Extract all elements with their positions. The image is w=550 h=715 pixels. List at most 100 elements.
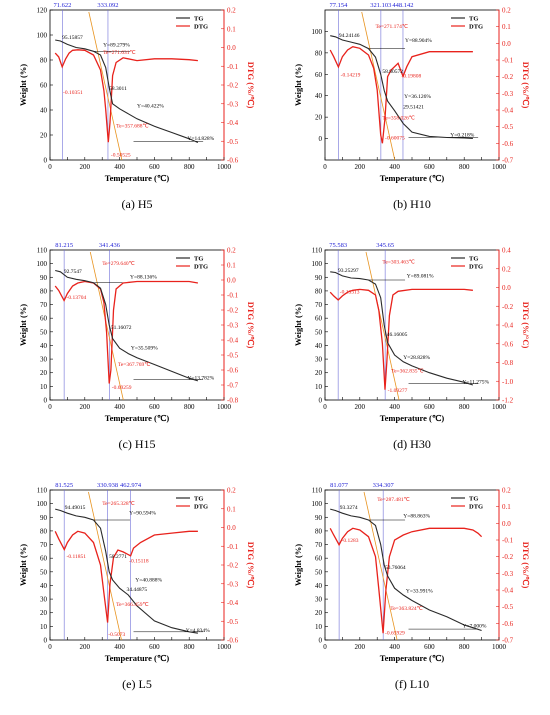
annotation-label: -0.15118 — [129, 558, 149, 564]
y-tick-label: 0 — [319, 135, 323, 143]
annotation-label: 46.16005 — [387, 332, 408, 338]
panel-caption: (d) H30 — [393, 437, 431, 451]
x-tick-label: 200 — [80, 643, 91, 651]
y-axis-title: Weight (%) — [18, 544, 28, 586]
annotation-label: -0.5073 — [108, 632, 125, 638]
legend-tg-label: TG — [469, 256, 478, 263]
y2-tick-label: -0.6 — [502, 140, 514, 148]
panel-l10: 0 200 400 600 800 1000 0 10 20 30 40 50 60 70 80 90 100 1… — [293, 482, 531, 691]
tangent-guide-line — [361, 11, 396, 161]
annotation-label: -0.10351 — [63, 90, 83, 96]
x-axis-title: Temperature (℃) — [105, 653, 170, 663]
y-tick-label: 10 — [40, 383, 48, 391]
y-axis-title: Weight (%) — [293, 304, 303, 346]
panel-caption: (f) L10 — [395, 677, 429, 691]
peak-marker-label: 334.307 — [373, 482, 395, 489]
legend-dtg-label: DTG — [194, 264, 208, 271]
y2-tick-label: 0.1 — [227, 262, 236, 270]
tangent-guide-line — [88, 11, 123, 161]
annotation-label: Te=367.769℃ — [118, 362, 151, 368]
y2-tick-label: 0.2 — [227, 487, 236, 495]
dtg-series-line — [329, 527, 483, 634]
y-tick-label: 100 — [37, 260, 48, 268]
y2-tick-label: -0.7 — [502, 637, 514, 645]
x-tick-label: 800 — [184, 643, 195, 651]
x-tick-label: 0 — [48, 403, 52, 411]
y2-tick-label: 0.0 — [227, 44, 236, 52]
x-tick-label: 400 — [114, 643, 125, 651]
y-tick-label: 70 — [315, 301, 323, 309]
annotation-label: 58.80572 — [382, 69, 403, 75]
y-tick-label: 100 — [37, 500, 48, 508]
caption-letter: b — [397, 197, 403, 211]
y-tick-label: 70 — [315, 541, 323, 549]
x-tick-label: 800 — [459, 163, 470, 171]
y2-tick-label: -0.7 — [502, 157, 514, 165]
y2-tick-label: -0.4 — [227, 119, 239, 127]
y-tick-label: 90 — [315, 274, 323, 282]
annotation-label: Te=265.328℃ — [102, 501, 135, 507]
x-axis-title: Temperature (℃) — [105, 173, 170, 183]
x-tick-label: 0 — [48, 643, 52, 651]
x-tick-label: 600 — [149, 163, 160, 171]
y-tick-label: 40 — [315, 92, 323, 100]
peak-marker-label: 71.622 — [54, 2, 72, 9]
y2-tick-label: -0.8 — [502, 359, 514, 367]
y2-tick-label: -0.1 — [227, 543, 239, 551]
y-axis-title: Weight (%) — [18, 64, 28, 106]
x-tick-label: 600 — [424, 163, 435, 171]
y2-tick-label: -0.8 — [227, 397, 239, 405]
legend-dtg-label: DTG — [469, 24, 483, 31]
y2-tick-label: -0.6 — [502, 620, 514, 628]
annotation-label: Y=33.991% — [406, 588, 433, 594]
caption-letter: a — [126, 197, 132, 211]
annotation-label: Y=35.509% — [131, 346, 158, 352]
annotation-label: -0.50525 — [111, 152, 131, 158]
annotation-label: 93.25297 — [338, 268, 359, 274]
x-tick-label: 400 — [389, 163, 400, 171]
annotation-label: Te=362.835℃ — [391, 369, 424, 375]
peak-marker-label: 75.583 — [329, 242, 347, 249]
annotation-label: -0.1283 — [342, 538, 359, 544]
y2-tick-label: -0.2 — [502, 73, 514, 81]
caption-letter: d — [397, 437, 403, 451]
annotation-label: 51.16072 — [111, 325, 132, 331]
x-tick-label: 400 — [389, 403, 400, 411]
y-tick-label: 10 — [40, 623, 48, 631]
y-tick-label: 70 — [40, 301, 48, 309]
y-tick-label: 30 — [40, 596, 48, 604]
x-tick-label: 200 — [80, 403, 91, 411]
caption-letter: e — [126, 677, 131, 691]
y2-tick-label: -0.7 — [227, 382, 239, 390]
y-tick-label: 0 — [44, 157, 48, 165]
annotation-label: Y=36.126% — [404, 94, 431, 100]
x-tick-label: 200 — [80, 163, 91, 171]
x-tick-label: 800 — [184, 163, 195, 171]
y2-tick-label: -0.6 — [502, 340, 514, 348]
y2-tick-label: -0.1 — [227, 63, 239, 71]
annotation-label: 34.44875 — [127, 587, 148, 593]
y2-tick-label: -0.2 — [227, 82, 239, 90]
legend-dtg-label: DTG — [194, 24, 208, 31]
y2-axis-title: DTG (%/℃) — [521, 542, 531, 589]
y-tick-label: 80 — [315, 527, 323, 535]
y-tick-label: 60 — [40, 555, 48, 563]
y-tick-label: 80 — [40, 57, 48, 65]
y-tick-label: 60 — [315, 315, 323, 323]
tg-series-line — [55, 39, 199, 144]
annotation-label: -0.13704 — [67, 295, 87, 301]
annotation-label: 29.51421 — [403, 105, 424, 111]
y2-axis-title: DTG (%/℃) — [246, 62, 256, 109]
annotation-label: Y=89.081% — [407, 273, 434, 279]
annotation-label: -0.19808 — [402, 74, 422, 80]
legend-tg-label: TG — [194, 256, 203, 263]
y-tick-label: 100 — [312, 500, 323, 508]
x-tick-label: 400 — [114, 163, 125, 171]
dtg-series-line — [54, 530, 198, 623]
annotation-label: -0.65929 — [385, 631, 405, 637]
peak-marker-label: 341.436 — [99, 242, 121, 249]
annotation-label: -0.60075 — [385, 136, 405, 142]
y2-axis-title: DTG (%/℃) — [521, 62, 531, 109]
y2-tick-label: -0.2 — [227, 562, 239, 570]
annotation-label: Y=0.218% — [450, 132, 474, 138]
